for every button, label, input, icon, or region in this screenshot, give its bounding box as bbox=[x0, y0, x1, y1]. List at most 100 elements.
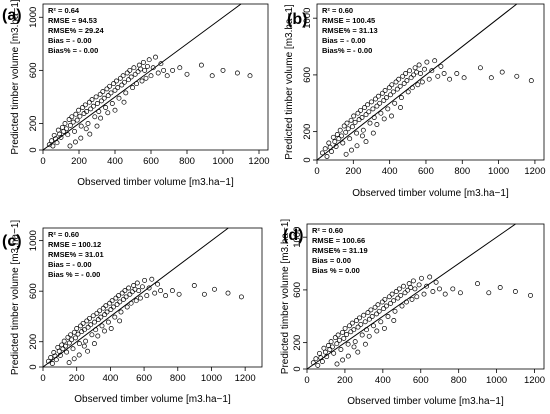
data-point bbox=[62, 343, 68, 349]
plot-frame bbox=[306, 223, 545, 370]
data-point bbox=[87, 315, 92, 321]
data-point bbox=[357, 315, 362, 321]
data-point bbox=[381, 325, 387, 331]
data-point bbox=[373, 96, 378, 102]
x-tick-label: 400 bbox=[375, 375, 391, 386]
data-point bbox=[66, 117, 72, 122]
data-point bbox=[328, 339, 334, 345]
data-point bbox=[103, 105, 109, 110]
data-point bbox=[72, 139, 78, 145]
data-point bbox=[146, 57, 152, 63]
data-point bbox=[117, 299, 123, 305]
data-point bbox=[78, 123, 84, 129]
data-point bbox=[389, 291, 395, 297]
data-point bbox=[65, 334, 71, 340]
data-point bbox=[225, 290, 231, 296]
data-point bbox=[367, 120, 373, 126]
data-point bbox=[121, 79, 127, 85]
data-point bbox=[155, 70, 161, 76]
data-point bbox=[209, 73, 215, 79]
data-point bbox=[437, 286, 442, 292]
data-point bbox=[66, 360, 72, 366]
x-tick-label: 1000 bbox=[486, 375, 507, 386]
data-point bbox=[334, 132, 340, 137]
data-point bbox=[99, 323, 105, 329]
data-point bbox=[90, 103, 96, 109]
data-point bbox=[121, 99, 127, 105]
data-point bbox=[427, 274, 433, 280]
data-point bbox=[416, 282, 422, 288]
x-axis-label: Observed timber volume [m3.ha−1] bbox=[352, 188, 509, 199]
data-point bbox=[102, 312, 108, 318]
data-point bbox=[366, 109, 372, 115]
data-point bbox=[340, 140, 346, 146]
data-point bbox=[374, 103, 380, 109]
data-point bbox=[332, 139, 338, 145]
data-point bbox=[98, 314, 104, 320]
data-point bbox=[432, 58, 438, 64]
x-tick-label: 800 bbox=[179, 156, 195, 167]
data-point bbox=[71, 356, 77, 362]
data-point bbox=[201, 291, 207, 297]
data-point bbox=[499, 69, 505, 75]
data-point bbox=[92, 114, 98, 120]
data-point bbox=[158, 61, 164, 67]
data-point bbox=[117, 75, 123, 81]
panel-1: 0 200 400 600 800 1000 1200 0 200 600 1000 Observed… bbox=[284, 3, 545, 199]
data-point bbox=[315, 362, 321, 368]
y-tick-label: 600 bbox=[302, 67, 313, 83]
data-point bbox=[415, 82, 421, 88]
data-point bbox=[124, 70, 130, 76]
data-point bbox=[149, 276, 155, 282]
data-point bbox=[119, 82, 125, 88]
data-point bbox=[238, 294, 244, 300]
panel-3: 0 200 400 600 800 1000 1200 0 200 600 1000 Observed… bbox=[280, 219, 545, 407]
data-point bbox=[115, 85, 121, 91]
stat-bias-pct: Bias % = - 0.00 bbox=[48, 270, 100, 279]
data-point bbox=[388, 92, 393, 98]
data-point bbox=[161, 67, 167, 73]
data-point bbox=[51, 350, 57, 355]
data-point bbox=[112, 107, 118, 113]
x-axis-label: Observed timber volume [m3.ha−1] bbox=[74, 394, 231, 405]
data-point bbox=[347, 323, 352, 329]
data-point bbox=[146, 285, 152, 291]
data-point bbox=[45, 358, 51, 364]
data-point bbox=[454, 71, 460, 76]
data-point bbox=[349, 320, 355, 326]
x-tick-label: 400 bbox=[107, 156, 123, 167]
data-point bbox=[70, 119, 76, 125]
data-point bbox=[441, 71, 447, 76]
data-point bbox=[101, 95, 107, 101]
data-point bbox=[112, 87, 118, 93]
x-tick-label: 600 bbox=[413, 375, 429, 386]
data-point bbox=[94, 310, 100, 316]
data-point bbox=[327, 144, 333, 150]
data-point bbox=[528, 78, 534, 84]
data-point bbox=[113, 78, 119, 84]
data-point bbox=[134, 280, 140, 286]
data-point bbox=[95, 333, 101, 339]
x-tick-label: 200 bbox=[337, 375, 353, 386]
data-point bbox=[378, 319, 384, 325]
data-point bbox=[414, 69, 419, 75]
data-point bbox=[340, 357, 346, 363]
data-point bbox=[128, 300, 134, 306]
x-tick-label: 0 bbox=[304, 375, 309, 386]
data-point bbox=[148, 73, 154, 79]
data-point bbox=[113, 295, 119, 301]
data-point bbox=[341, 335, 347, 341]
data-point bbox=[356, 117, 362, 123]
data-point bbox=[414, 294, 420, 300]
data-point bbox=[105, 319, 111, 325]
data-point bbox=[143, 75, 149, 81]
y-tick-label: 600 bbox=[292, 282, 303, 298]
data-point bbox=[343, 151, 349, 157]
data-point bbox=[94, 101, 100, 106]
data-point bbox=[411, 72, 417, 78]
data-point bbox=[127, 291, 133, 297]
data-point bbox=[395, 295, 401, 301]
data-point bbox=[198, 62, 204, 68]
one-to-one-line bbox=[42, 227, 229, 368]
